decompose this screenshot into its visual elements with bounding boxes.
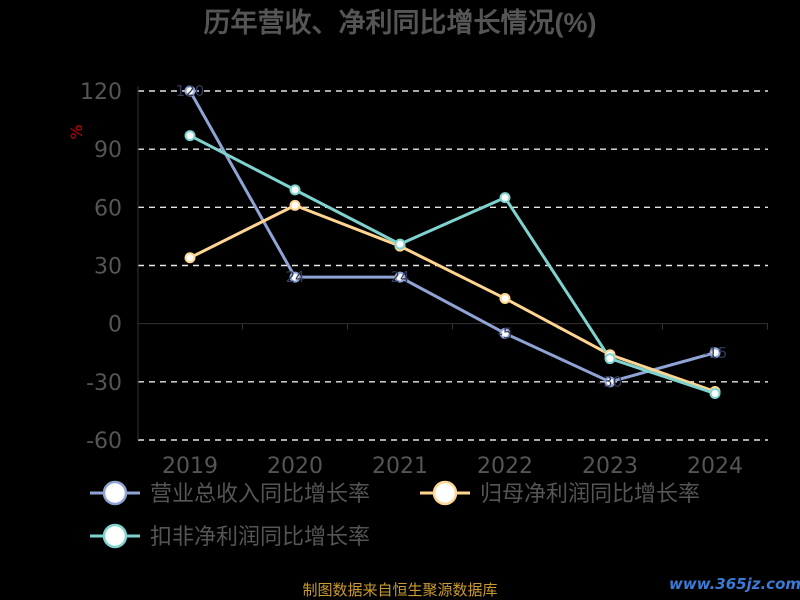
data-point	[499, 292, 511, 304]
axes: -60 -30 0 30 60 90 120 2019 2020 2021 2022 2023 2024	[80, 80, 768, 479]
series-line	[189, 203, 716, 393]
data-point	[709, 387, 721, 399]
data-label: 120	[176, 82, 205, 100]
data-point	[289, 184, 301, 196]
legend-label: 扣非净利润同比增长率	[150, 525, 370, 550]
x-tick-label: 2023	[582, 454, 638, 479]
data-label: -15	[703, 344, 728, 362]
legend-label: 营业总收入同比增长率	[150, 482, 370, 507]
chart-title: 历年营收、净利同比增长情况(%)	[204, 7, 597, 38]
data-label: -5	[498, 324, 513, 342]
legend-label: 归母净利润同比增长率	[480, 482, 700, 507]
grid	[138, 90, 768, 441]
y-tick-label: 0	[108, 313, 122, 338]
series-line	[188, 90, 716, 384]
data-point	[289, 271, 301, 283]
x-tick-label: 2019	[162, 454, 218, 479]
y-tick-label: 30	[94, 255, 122, 280]
legend-marker	[102, 523, 128, 549]
data-point	[709, 347, 721, 359]
x-tick-label: 2021	[372, 454, 428, 479]
data-label: 24	[285, 268, 304, 286]
data-point	[604, 376, 616, 388]
series-line	[189, 134, 716, 395]
data-source-note: 制图数据来自恒生聚源数据库	[302, 581, 497, 599]
y-tick-label: -60	[86, 429, 122, 454]
legend-marker	[432, 480, 458, 506]
data-point	[499, 327, 511, 339]
data-point	[184, 85, 196, 97]
y-tick-label: 90	[94, 138, 122, 163]
x-tick-label: 2020	[267, 454, 323, 479]
x-tick-label: 2024	[687, 454, 743, 479]
data-point	[289, 199, 301, 211]
data-point	[604, 353, 616, 365]
data-point	[499, 192, 511, 204]
data-point	[184, 130, 196, 142]
y-tick-label: 60	[94, 196, 122, 221]
data-label: 24	[390, 268, 409, 286]
data-point	[184, 252, 196, 264]
watermark: www.365jz.com	[669, 575, 800, 593]
y-axis-label: %	[67, 124, 86, 139]
y-tick-label: 120	[80, 80, 122, 105]
x-tick-label: 2022	[477, 454, 533, 479]
data-point	[394, 238, 406, 250]
data-point	[394, 271, 406, 283]
data-label: -30	[598, 373, 623, 391]
series-lines: 120 24 24 -5 -30 -15	[176, 82, 728, 399]
legend-marker	[102, 480, 128, 506]
y-tick-label: -30	[86, 371, 122, 396]
